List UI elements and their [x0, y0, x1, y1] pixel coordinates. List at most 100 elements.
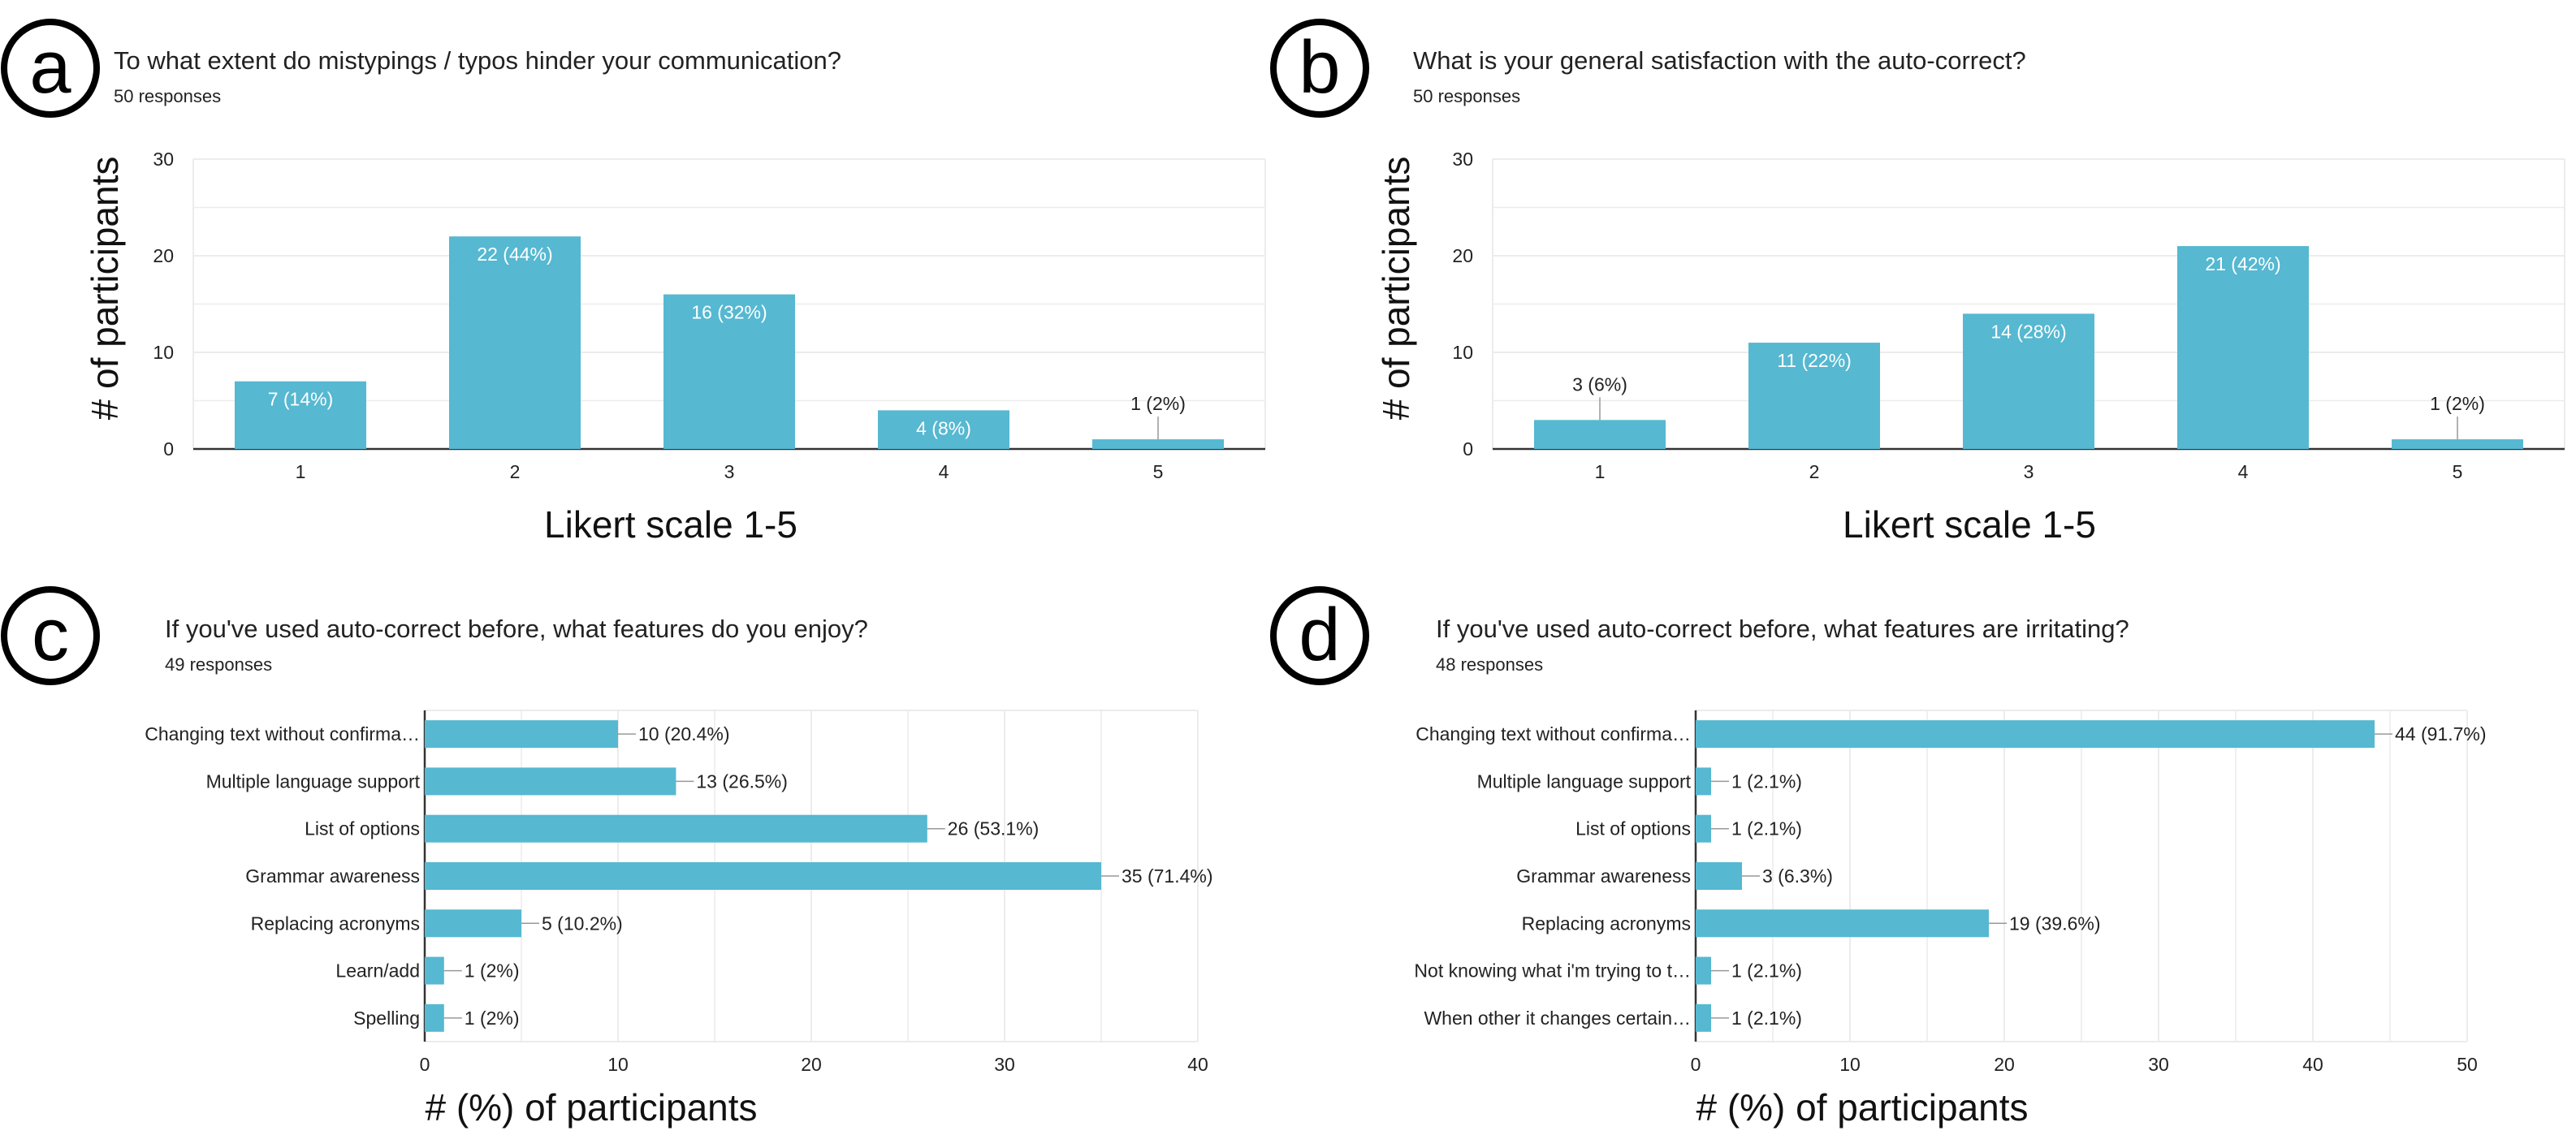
y-tick-label: 30 [1452, 149, 1473, 170]
panel-a-ticks: 0 10 20 30 1 2 3 4 5 [153, 149, 1163, 482]
data-label: 26 (53.1%) [948, 818, 1039, 839]
data-label: 19 (39.6%) [2009, 913, 2101, 934]
panel-d-subtitle: 48 responses [1436, 654, 1543, 675]
panel-a-title: To what extent do mistypings / typos hin… [114, 46, 841, 75]
data-label: 1 (2%) [2430, 393, 2485, 414]
panel-b-letter: b [1299, 26, 1340, 109]
panel-d-ticks: 0 10 20 30 40 50 Changing text without confirm… [1414, 723, 2477, 1075]
panel-a-bar-4 [878, 410, 1009, 449]
data-label: 5 (10.2%) [542, 913, 623, 934]
category-label: When other it changes certain… [1424, 1008, 1691, 1029]
panel-d-letter: d [1299, 593, 1340, 676]
data-label: 3 (6%) [1572, 373, 1627, 395]
category-label: Grammar awareness [245, 865, 420, 887]
x-tick-label: 5 [1153, 461, 1164, 482]
data-label: 7 (14%) [268, 389, 334, 410]
panel-b-x-axis-label: Likert scale 1-5 [1843, 503, 2096, 546]
x-tick-label: 5 [2453, 461, 2463, 482]
panel-a-data-labels: 7 (14%) 22 (44%) 16 (32%) 4 (8%) 1 (2%) [268, 244, 1186, 440]
data-label: 14 (28%) [1990, 321, 2066, 342]
x-tick-label: 10 [607, 1054, 629, 1075]
x-tick-label: 1 [296, 461, 306, 482]
panel-c-data-labels: 10 (20.4%) 13 (26.5%) 26 (53.1%) 35 (71.4%)… [443, 723, 1213, 1029]
x-tick-label: 4 [939, 461, 949, 482]
data-label: 1 (2%) [465, 960, 520, 982]
data-label: 1 (2%) [1130, 393, 1186, 414]
data-label: 1 (2.1%) [1731, 960, 1802, 982]
panel-d-x-axis-label: # (%) of participants [1696, 1086, 2028, 1129]
y-tick-label: 10 [153, 342, 174, 363]
panel-b-bar-3 [1963, 313, 2094, 449]
x-tick-label: 3 [2024, 461, 2034, 482]
panel-b-ticks: 0 10 20 30 1 2 3 4 5 [1452, 149, 2462, 482]
x-tick-label: 20 [1994, 1054, 2015, 1075]
panel-c-bar-5 [425, 909, 521, 938]
x-tick-label: 30 [994, 1054, 1015, 1075]
panel-d-bar-2 [1696, 767, 1711, 796]
panel-c-letter: c [32, 593, 69, 676]
panel-d-data-labels: 44 (91.7%) 1 (2.1%) 1 (2.1%) 3 (6.3%) 19 (39… [1711, 723, 2487, 1029]
y-tick-label: 20 [153, 245, 174, 266]
panel-d-bar-5 [1696, 909, 1989, 938]
data-label: 1 (2.1%) [1731, 1008, 1802, 1029]
x-tick-label: 0 [420, 1054, 430, 1075]
data-label: 4 (8%) [916, 417, 971, 438]
category-label: Multiple language support [206, 770, 421, 792]
panel-a-subtitle: 50 responses [114, 86, 221, 106]
panel-b: b What is your general satisfaction with… [1270, 19, 2565, 546]
panel-c-bar-3 [425, 814, 927, 843]
panel-a-letter: a [29, 26, 71, 109]
panel-a: a To what extent do mistypings / typos h… [1, 19, 1266, 546]
panel-d-bar-3 [1696, 814, 1711, 843]
x-tick-label: 4 [2238, 461, 2249, 482]
y-tick-label: 20 [1452, 245, 1473, 266]
panel-c-subtitle: 49 responses [165, 654, 272, 675]
panel-c-bar-1 [425, 720, 618, 749]
panel-a-plot: 0 10 20 30 1 2 3 4 5 7 (14%) 22 (44%) 16 (32%) 4 (8… [153, 149, 1266, 482]
panel-d-bar-4 [1696, 862, 1742, 890]
panel-a-bar-2 [449, 236, 581, 449]
x-tick-label: 40 [1187, 1054, 1208, 1075]
data-label: 35 (71.4%) [1122, 865, 1213, 887]
x-tick-label: 1 [1595, 461, 1606, 482]
data-label: 16 (32%) [691, 302, 767, 323]
panel-d-bar-7 [1696, 1003, 1711, 1032]
category-label: Changing text without confirma… [145, 723, 420, 744]
category-label: Spelling [353, 1008, 420, 1029]
data-label: 44 (91.7%) [2395, 723, 2487, 744]
panel-c-bar-2 [425, 767, 676, 796]
panel-a-bar-3 [663, 294, 795, 449]
panel-d-bars [1696, 720, 2375, 1032]
category-label: Multiple language support [1477, 770, 1692, 792]
panel-d-bar-6 [1696, 956, 1711, 985]
panel-b-bar-1 [1534, 420, 1666, 449]
y-tick-label: 30 [153, 149, 174, 170]
panel-c-x-axis-label: # (%) of participants [425, 1086, 757, 1129]
panel-c-plot: 0 10 20 30 40 Changing text without confirma…… [145, 710, 1213, 1075]
category-label: List of options [1575, 818, 1691, 839]
y-tick-label: 0 [163, 438, 174, 460]
panel-b-y-axis-label: # of participants [1375, 157, 1417, 421]
panel-b-data-labels: 3 (6%) 11 (22%) 14 (28%) 21 (42%) 1 (2%) [1572, 253, 2485, 440]
panel-a-bar-1 [235, 381, 366, 449]
category-label: Changing text without confirma… [1416, 723, 1691, 744]
x-tick-label: 50 [2457, 1054, 2478, 1075]
x-tick-label: 3 [724, 461, 735, 482]
panel-b-subtitle: 50 responses [1413, 86, 1520, 106]
data-label: 3 (6.3%) [1762, 865, 1833, 887]
data-label: 1 (2%) [465, 1008, 520, 1029]
category-label: Not knowing what i'm trying to t… [1414, 960, 1691, 982]
panel-a-letter-circle [1, 19, 100, 118]
category-label: Grammar awareness [1516, 865, 1691, 887]
panel-a-x-axis-label: Likert scale 1-5 [544, 503, 797, 546]
panel-b-plot: 0 10 20 30 1 2 3 4 5 3 (6%) 11 (22%) 14 (28%) 21 (4… [1452, 149, 2565, 482]
panel-d-plot: 0 10 20 30 40 50 Changing text without confirm… [1414, 710, 2487, 1075]
panel-a-bars [235, 236, 1224, 449]
panel-d-letter-circle [1270, 586, 1369, 685]
data-label: 10 (20.4%) [638, 723, 730, 744]
panel-c-bars [425, 720, 1101, 1032]
panel-c-bar-4 [425, 862, 1101, 890]
category-label: Replacing acronyms [251, 913, 420, 934]
category-label: Replacing acronyms [1522, 913, 1691, 934]
panel-d-title: If you've used auto-correct before, what… [1436, 615, 2129, 643]
